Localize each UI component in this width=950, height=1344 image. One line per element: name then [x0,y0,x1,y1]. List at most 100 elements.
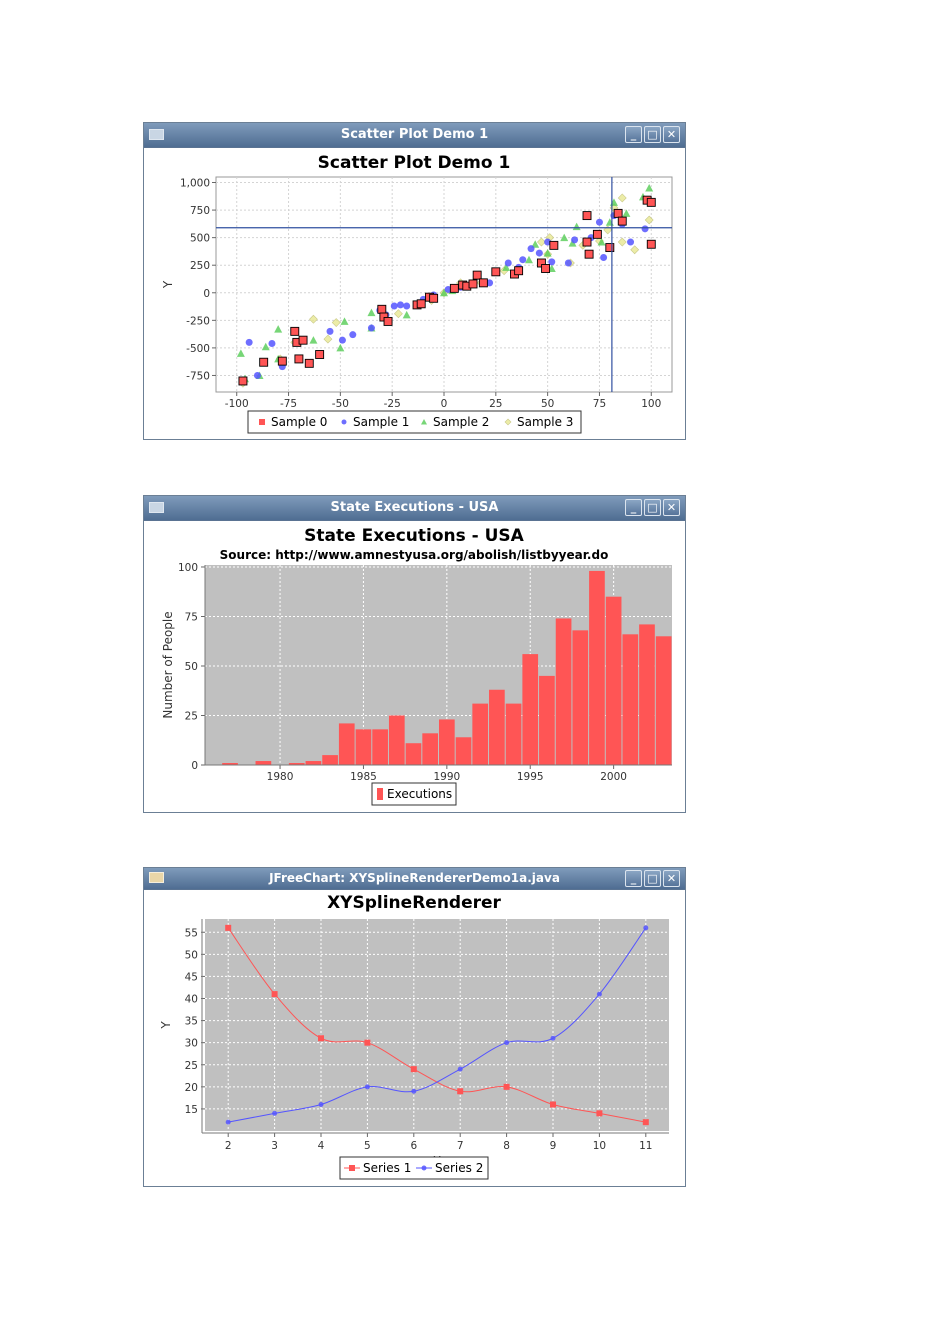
data-point [323,334,333,344]
data-point [440,288,448,297]
x-tick-label: 11 [639,1140,652,1152]
data-point [627,238,635,246]
data-point [304,358,314,368]
chart-title: Scatter Plot Demo 1 [318,153,511,173]
y-tick-label: 55 [185,927,198,939]
data-point [253,371,261,379]
x-tick-label: 25 [489,398,502,410]
data-point [617,237,627,247]
data-point [349,331,357,339]
y-tick-label: 75 [185,611,198,623]
data-point [402,310,411,319]
window-menu-icon[interactable] [149,129,164,140]
minimize-button[interactable]: _ [625,499,642,516]
chart-title: State Executions - USA [304,526,524,546]
bar [455,737,472,765]
bar [555,618,572,765]
spline-titlebar[interactable]: JFreeChart: XYSplineRendererDemo1a.java … [144,868,685,889]
bar-chart[interactable]: State Executions - USA Source: http://www… [144,521,685,812]
data-point [536,237,546,247]
x-tick-label: 75 [593,398,606,410]
y-axis-label: Number of People [161,611,175,718]
maximize-button[interactable]: □ [644,126,661,143]
data-point [309,336,318,344]
maximize-button[interactable]: □ [644,499,661,516]
close-button[interactable]: ✕ [663,499,680,516]
data-point [641,225,649,233]
legend-box [339,1156,489,1180]
scatter-window: Scatter Plot Demo 1 _ □ ✕ Scatter Plot Dem… [143,122,686,440]
data-point [294,354,304,364]
legend-marker [349,1165,355,1171]
data-point [410,1066,417,1073]
data-point [568,239,577,247]
legend-label: Executions [387,787,452,801]
data-point [338,336,346,344]
close-button[interactable]: ✕ [663,126,680,143]
data-point [491,267,501,277]
data-point [478,278,488,288]
data-point [298,335,308,345]
data-point [318,1035,324,1042]
y-tick-label: 750 [190,205,210,217]
data-point [390,302,398,310]
data-point [541,264,551,273]
x-tick-label: 50 [541,398,554,410]
scatter-chart[interactable]: Scatter Plot Demo 1-100 -75 -50 -25 0 25 50 75 1… [144,148,685,439]
data-point [645,184,654,192]
data-point [416,299,426,309]
data-point [504,259,512,267]
data-point [595,218,603,226]
data-point [238,376,248,386]
data-point [449,283,459,293]
y-tick-label: 500 [190,233,210,245]
bar-titlebar[interactable]: State Executions - USA _ □ ✕ [144,496,685,520]
x-tick-label: 3 [271,1140,278,1152]
data-point [486,279,494,287]
legend-marker [259,419,265,425]
bar [639,624,655,765]
y-tick-label: 20 [185,1082,198,1094]
java-icon[interactable] [149,872,164,883]
maximize-button[interactable]: □ [644,870,661,887]
bar [505,703,522,765]
data-point [646,239,656,249]
legend-marker [377,788,383,800]
legend-box [247,410,582,434]
spline-content: XYSplineRenderer 15 20 25 30 35 40 45 50 55 2 3 4 5 6 7… [144,889,685,1186]
data-point [531,240,540,248]
close-button[interactable]: ✕ [663,870,680,887]
bar [655,636,672,765]
bar [622,634,639,765]
data-point [403,302,411,310]
bar [422,733,438,765]
data-point [519,256,527,264]
data-point [535,249,543,257]
x-tick-label: 5 [364,1140,371,1152]
bar [338,723,355,765]
y-tick-label: 50 [185,661,198,673]
bar [472,703,489,765]
data-point [644,215,654,225]
x-tick-label: 4 [318,1140,325,1152]
x-tick-label: 7 [457,1140,464,1152]
data-point [605,243,615,253]
data-point [543,249,552,257]
scatter-window-title: Scatter Plot Demo 1 [340,127,489,142]
data-point [527,245,535,253]
legend-label: Sample 3 [517,415,573,429]
x-tick-label: 1990 [433,771,460,783]
window-menu-icon[interactable] [149,502,164,513]
scatter-titlebar[interactable]: Scatter Plot Demo 1 _ □ ✕ [144,123,685,147]
bar [372,729,388,765]
data-point [271,991,278,998]
minimize-button[interactable]: _ [625,870,642,887]
data-point [600,253,608,261]
minimize-button[interactable]: _ [625,126,642,143]
x-tick-label: 6 [410,1140,417,1152]
series-line [228,927,647,1123]
legend-label: Series 1 [363,1161,411,1175]
bar-window: State Executions - USA _ □ ✕ State Executi… [143,495,686,813]
data-point [393,309,403,319]
